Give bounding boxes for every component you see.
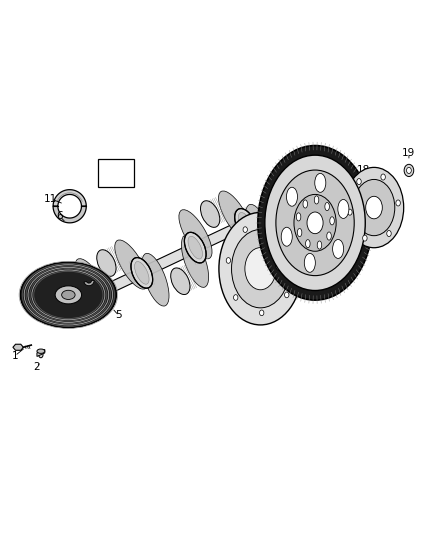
- Ellipse shape: [344, 167, 404, 248]
- Ellipse shape: [246, 204, 273, 257]
- Ellipse shape: [184, 232, 206, 263]
- Ellipse shape: [285, 292, 289, 298]
- Ellipse shape: [276, 170, 354, 276]
- Ellipse shape: [171, 268, 190, 295]
- Ellipse shape: [232, 230, 290, 308]
- Ellipse shape: [406, 167, 411, 174]
- Ellipse shape: [366, 196, 382, 219]
- Ellipse shape: [272, 225, 276, 231]
- Ellipse shape: [97, 250, 116, 276]
- Ellipse shape: [142, 253, 169, 306]
- Ellipse shape: [55, 286, 81, 304]
- Ellipse shape: [260, 310, 264, 316]
- Ellipse shape: [296, 213, 301, 221]
- Ellipse shape: [363, 235, 367, 241]
- Polygon shape: [53, 190, 86, 206]
- Polygon shape: [74, 177, 336, 309]
- Text: 16: 16: [277, 266, 290, 277]
- Ellipse shape: [348, 209, 352, 215]
- Ellipse shape: [233, 295, 238, 300]
- Ellipse shape: [404, 164, 414, 176]
- Ellipse shape: [285, 185, 312, 238]
- Ellipse shape: [75, 259, 108, 308]
- Ellipse shape: [20, 262, 117, 328]
- Ellipse shape: [307, 212, 323, 233]
- Text: 15: 15: [230, 290, 243, 300]
- Ellipse shape: [281, 227, 292, 246]
- Ellipse shape: [286, 187, 297, 206]
- Ellipse shape: [226, 257, 230, 263]
- Ellipse shape: [181, 235, 208, 287]
- Ellipse shape: [396, 200, 400, 206]
- Ellipse shape: [314, 196, 319, 204]
- Polygon shape: [37, 350, 45, 357]
- Text: 14: 14: [112, 165, 125, 175]
- Text: 19: 19: [402, 148, 416, 158]
- Ellipse shape: [325, 203, 329, 211]
- Ellipse shape: [357, 179, 361, 184]
- Ellipse shape: [81, 281, 102, 312]
- Ellipse shape: [219, 191, 252, 240]
- Ellipse shape: [179, 209, 212, 259]
- Ellipse shape: [37, 349, 45, 353]
- Text: 4: 4: [85, 266, 92, 276]
- Ellipse shape: [338, 199, 349, 219]
- Ellipse shape: [317, 241, 322, 249]
- Ellipse shape: [201, 201, 220, 228]
- Polygon shape: [53, 206, 86, 223]
- Wedge shape: [84, 280, 94, 286]
- Ellipse shape: [275, 219, 294, 246]
- Ellipse shape: [387, 230, 391, 237]
- Ellipse shape: [381, 174, 385, 180]
- Polygon shape: [99, 159, 134, 187]
- Ellipse shape: [332, 239, 344, 259]
- Ellipse shape: [115, 240, 148, 289]
- Polygon shape: [115, 164, 131, 182]
- Ellipse shape: [265, 155, 365, 290]
- Ellipse shape: [288, 183, 310, 214]
- Ellipse shape: [294, 195, 336, 251]
- Ellipse shape: [219, 213, 302, 325]
- Ellipse shape: [258, 146, 372, 300]
- Text: 5: 5: [115, 310, 122, 320]
- Text: 18: 18: [357, 165, 370, 175]
- Ellipse shape: [245, 248, 276, 290]
- Ellipse shape: [290, 254, 294, 260]
- Ellipse shape: [243, 227, 247, 232]
- Ellipse shape: [315, 173, 326, 192]
- Ellipse shape: [306, 240, 310, 248]
- Ellipse shape: [297, 229, 302, 237]
- Text: 2: 2: [33, 362, 40, 372]
- Polygon shape: [103, 164, 120, 182]
- Ellipse shape: [303, 200, 307, 208]
- Ellipse shape: [134, 262, 149, 284]
- Text: 17: 17: [284, 174, 298, 184]
- Ellipse shape: [327, 232, 331, 240]
- Text: 6: 6: [57, 211, 63, 221]
- Ellipse shape: [276, 263, 282, 270]
- Ellipse shape: [188, 236, 202, 259]
- Ellipse shape: [84, 285, 99, 308]
- Polygon shape: [13, 344, 23, 350]
- Text: 11: 11: [44, 194, 57, 204]
- Ellipse shape: [131, 257, 153, 288]
- Ellipse shape: [292, 187, 306, 210]
- Ellipse shape: [39, 352, 43, 358]
- Ellipse shape: [330, 217, 334, 225]
- Text: 1: 1: [11, 351, 18, 361]
- Text: 3: 3: [43, 274, 50, 285]
- Ellipse shape: [353, 180, 395, 236]
- Ellipse shape: [238, 213, 253, 235]
- Ellipse shape: [304, 253, 315, 272]
- Ellipse shape: [62, 290, 75, 300]
- Ellipse shape: [235, 208, 256, 239]
